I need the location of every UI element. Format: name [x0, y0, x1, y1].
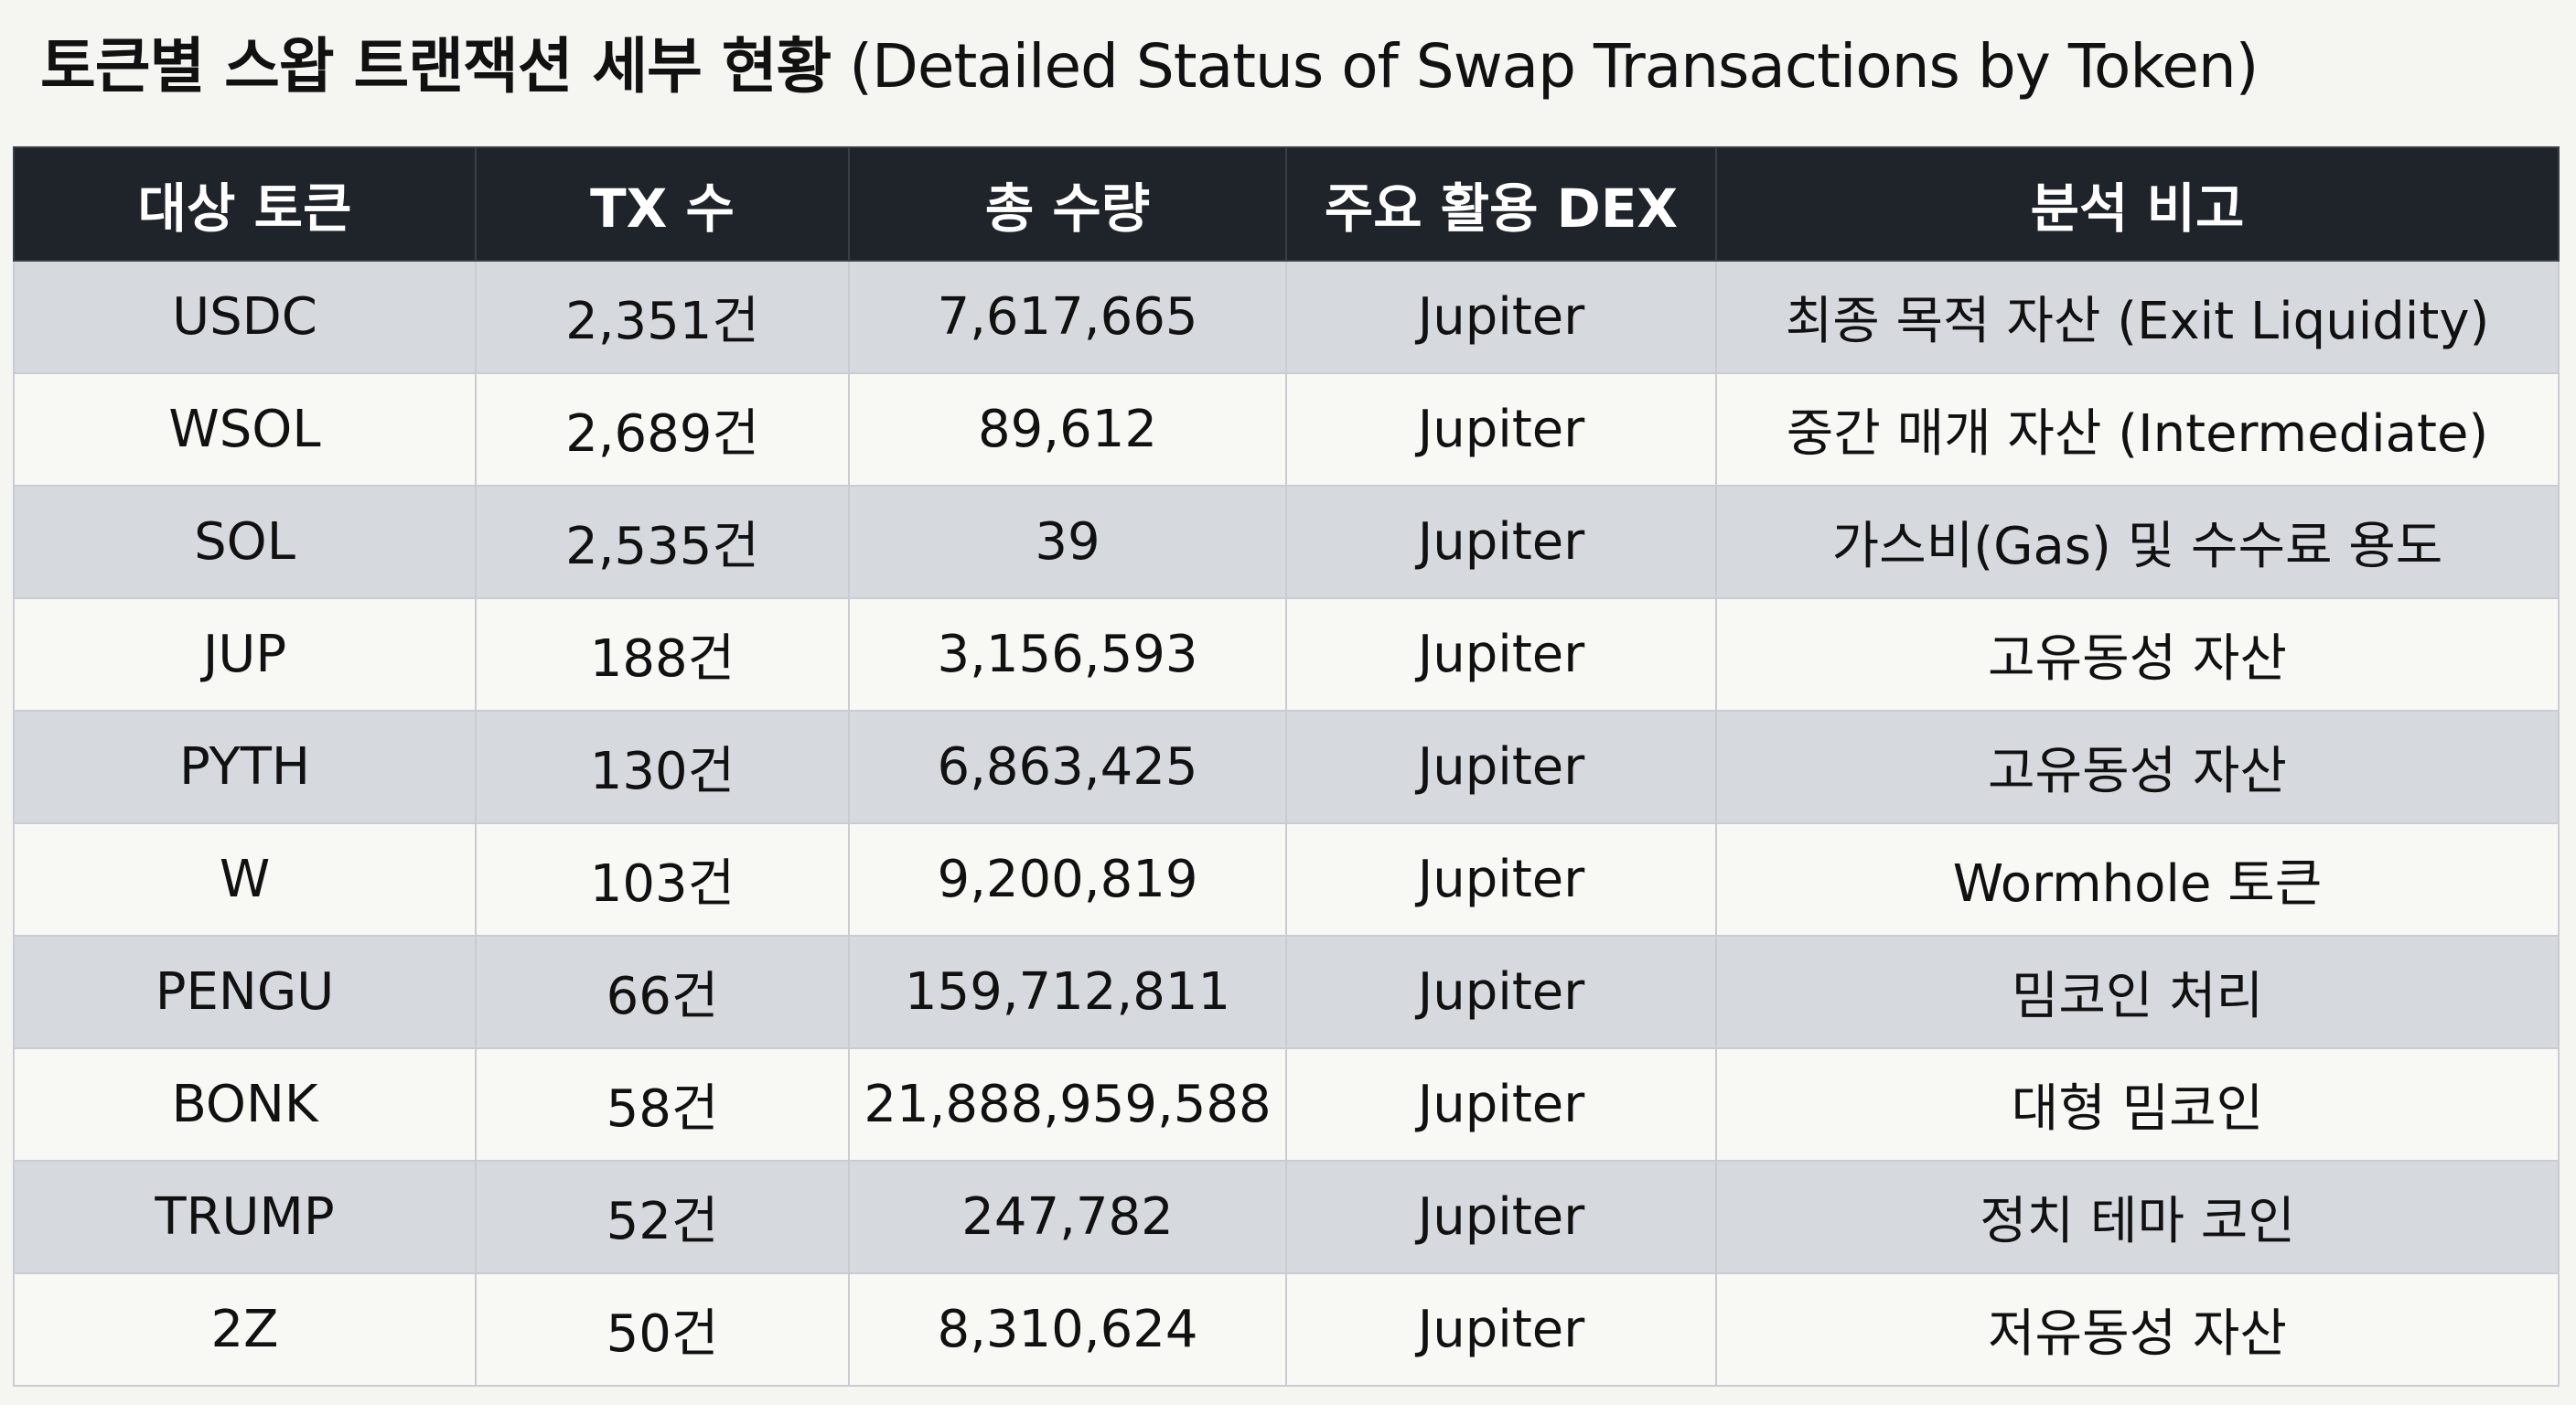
- dex-cell: Jupiter: [1285, 1160, 1717, 1274]
- header-tx-count: TX 수: [475, 146, 850, 262]
- page-title-korean: 토큰별 스왑 트랜잭션 세부 현황: [40, 31, 832, 102]
- tx-count-cell: 2,689건: [475, 372, 850, 487]
- notes-cell: 대형 밈코인: [1715, 1047, 2560, 1162]
- table-row: USDC 2,351건 7,617,665 Jupiter 최종 목적 자산 (Exit…: [13, 260, 2560, 374]
- table-row: WSOL 2,689건 89,612 Jupiter 중간 매개 자산 (Interme…: [13, 372, 2560, 487]
- token-cell: PYTH: [13, 710, 477, 824]
- table-row: 2Z 50건 8,310,624 Jupiter 저유동성 자산: [13, 1272, 2560, 1387]
- table-row: PENGU 66건 159,712,811 Jupiter 밈코인 처리: [13, 935, 2560, 1049]
- page-title-english: (Detailed Status of Swap Transactions by…: [849, 31, 2259, 102]
- dex-cell: Jupiter: [1285, 372, 1717, 487]
- tx-count-cell: 103건: [475, 822, 850, 937]
- token-cell: PENGU: [13, 935, 477, 1049]
- dex-cell: Jupiter: [1285, 710, 1717, 824]
- notes-cell: Wormhole 토큰: [1715, 822, 2560, 937]
- total-amount-cell: 8,310,624: [848, 1272, 1287, 1387]
- notes-cell: 밈코인 처리: [1715, 935, 2560, 1049]
- notes-cell: 가스비(Gas) 및 수수료 용도: [1715, 485, 2560, 599]
- total-amount-cell: 9,200,819: [848, 822, 1287, 937]
- table-row: BONK 58건 21,888,959,588 Jupiter 대형 밈코인: [13, 1047, 2560, 1162]
- token-cell: USDC: [13, 260, 477, 374]
- header-total-amount: 총 수량: [848, 146, 1287, 262]
- dex-cell: Jupiter: [1285, 822, 1717, 937]
- notes-cell: 저유동성 자산: [1715, 1272, 2560, 1387]
- dex-cell: Jupiter: [1285, 1272, 1717, 1387]
- token-cell: WSOL: [13, 372, 477, 487]
- notes-cell: 정치 테마 코인: [1715, 1160, 2560, 1274]
- header-notes: 분석 비고: [1715, 146, 2560, 262]
- dex-cell: Jupiter: [1285, 597, 1717, 712]
- token-cell: SOL: [13, 485, 477, 599]
- notes-cell: 고유동성 자산: [1715, 597, 2560, 712]
- dex-cell: Jupiter: [1285, 485, 1717, 599]
- table-header-row: 대상 토큰 TX 수 총 수량 주요 활용 DEX 분석 비고: [13, 146, 2560, 262]
- token-cell: TRUMP: [13, 1160, 477, 1274]
- swap-transactions-table: 대상 토큰 TX 수 총 수량 주요 활용 DEX 분석 비고 USDC 2,35…: [13, 146, 2560, 1387]
- tx-count-cell: 188건: [475, 597, 850, 712]
- token-cell: BONK: [13, 1047, 477, 1162]
- table-row: TRUMP 52건 247,782 Jupiter 정치 테마 코인: [13, 1160, 2560, 1274]
- table-row: W 103건 9,200,819 Jupiter Wormhole 토큰: [13, 822, 2560, 937]
- page-title: 토큰별 스왑 트랜잭션 세부 현황 (Detailed Status of Sw…: [40, 16, 2259, 117]
- header-dex: 주요 활용 DEX: [1285, 146, 1717, 262]
- notes-cell: 중간 매개 자산 (Intermediate): [1715, 372, 2560, 487]
- table-row: PYTH 130건 6,863,425 Jupiter 고유동성 자산: [13, 710, 2560, 824]
- total-amount-cell: 247,782: [848, 1160, 1287, 1274]
- dex-cell: Jupiter: [1285, 1047, 1717, 1162]
- tx-count-cell: 2,535건: [475, 485, 850, 599]
- total-amount-cell: 39: [848, 485, 1287, 599]
- dex-cell: Jupiter: [1285, 260, 1717, 374]
- tx-count-cell: 66건: [475, 935, 850, 1049]
- total-amount-cell: 7,617,665: [848, 260, 1287, 374]
- total-amount-cell: 21,888,959,588: [848, 1047, 1287, 1162]
- notes-cell: 고유동성 자산: [1715, 710, 2560, 824]
- total-amount-cell: 89,612: [848, 372, 1287, 487]
- dex-cell: Jupiter: [1285, 935, 1717, 1049]
- header-token: 대상 토큰: [13, 146, 477, 262]
- notes-cell: 최종 목적 자산 (Exit Liquidity): [1715, 260, 2560, 374]
- table-row: JUP 188건 3,156,593 Jupiter 고유동성 자산: [13, 597, 2560, 712]
- total-amount-cell: 3,156,593: [848, 597, 1287, 712]
- token-cell: JUP: [13, 597, 477, 712]
- total-amount-cell: 6,863,425: [848, 710, 1287, 824]
- token-cell: 2Z: [13, 1272, 477, 1387]
- tx-count-cell: 58건: [475, 1047, 850, 1162]
- table-row: SOL 2,535건 39 Jupiter 가스비(Gas) 및 수수료 용도: [13, 485, 2560, 599]
- tx-count-cell: 2,351건: [475, 260, 850, 374]
- token-cell: W: [13, 822, 477, 937]
- tx-count-cell: 50건: [475, 1272, 850, 1387]
- total-amount-cell: 159,712,811: [848, 935, 1287, 1049]
- tx-count-cell: 52건: [475, 1160, 850, 1274]
- tx-count-cell: 130건: [475, 710, 850, 824]
